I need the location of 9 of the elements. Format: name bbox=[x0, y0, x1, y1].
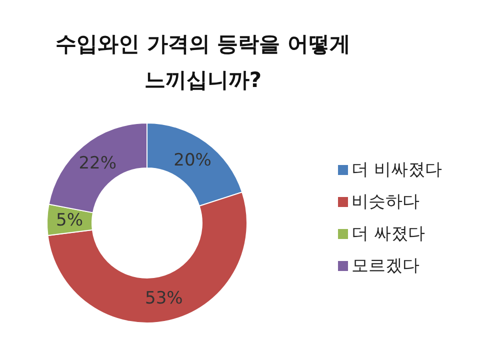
legend-label: 비슷하다 bbox=[352, 192, 420, 212]
data-label: 20% bbox=[174, 150, 212, 170]
legend-label: 모르겠다 bbox=[352, 256, 420, 276]
legend-label: 더 싸졌다 bbox=[352, 224, 425, 244]
data-label: 22% bbox=[78, 153, 116, 174]
chart-title: 수입와인 가격의 등락을 어떻게 느끼십니까? bbox=[54, 31, 352, 94]
data-label: 5% bbox=[56, 210, 84, 231]
legend-label: 더 비싸졌다 bbox=[352, 160, 442, 180]
data-label: 53% bbox=[145, 288, 183, 309]
